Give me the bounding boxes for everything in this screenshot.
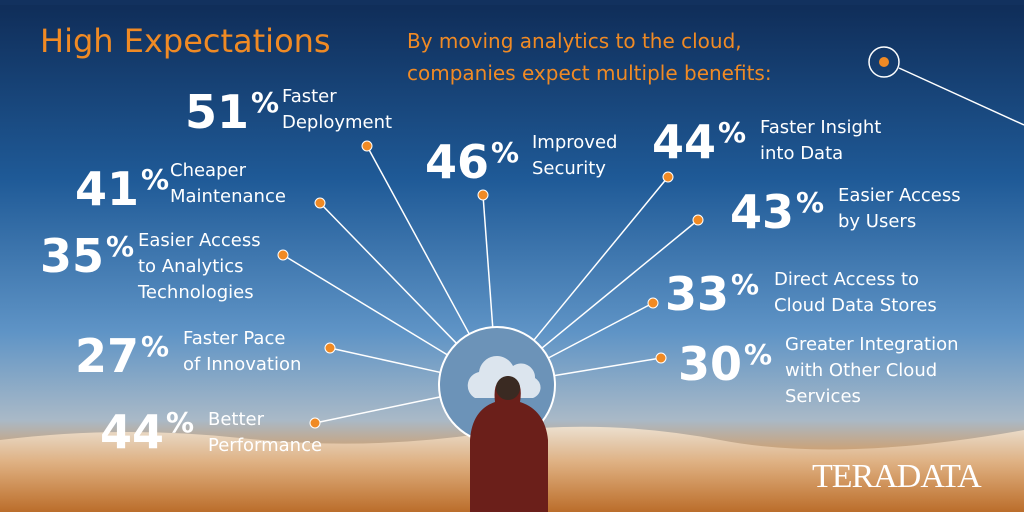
spoke (329, 347, 441, 374)
subtitle-line: By moving analytics to the cloud, (407, 29, 742, 53)
subtitle-line: companies expect multiple benefits: (407, 61, 772, 85)
spoke (482, 194, 494, 328)
percent-sign: % (731, 268, 759, 301)
benefit-label: by Users (838, 211, 916, 232)
spoke-dot (647, 297, 659, 309)
title: High Expectations (40, 22, 331, 60)
center-circle (438, 326, 556, 512)
benefit-label: Performance (208, 435, 322, 456)
percent-value: 43 (730, 185, 794, 239)
percent-sign: % (796, 186, 824, 219)
benefit-label: Direct Access to (774, 269, 919, 290)
percent-sign: % (166, 406, 194, 439)
percent-value: 41 (75, 162, 139, 216)
spoke (314, 396, 441, 424)
percent-value: 51 (185, 85, 249, 139)
benefit-label: into Data (760, 143, 843, 164)
benefit-label: Easier Access (138, 230, 261, 251)
benefit-label: Faster (282, 86, 337, 107)
percent-value: 27 (75, 329, 139, 383)
top-bar (0, 0, 1024, 5)
benefit-label: of Innovation (183, 354, 301, 375)
benefit-label: Improved (532, 132, 617, 153)
percent-sign: % (718, 116, 746, 149)
percent-sign: % (251, 86, 279, 119)
spoke-dot (277, 249, 289, 261)
spoke (541, 219, 699, 349)
spoke (282, 254, 448, 356)
benefit-label: Cheaper (170, 160, 247, 181)
spoke-dot (314, 197, 326, 209)
percent-sign: % (491, 136, 519, 169)
percent-sign: % (141, 330, 169, 363)
percent-sign: % (141, 163, 169, 196)
spoke (366, 145, 470, 335)
spoke (533, 176, 669, 341)
spoke-dot (477, 189, 489, 201)
benefit-label: Maintenance (170, 186, 286, 207)
benefit-label: to Analytics (138, 256, 244, 277)
percent-sign: % (106, 230, 134, 263)
benefit-label: Cloud Data Stores (774, 295, 937, 316)
percent-sign: % (744, 338, 772, 371)
benefit-label: Better (208, 409, 265, 430)
percent-value: 44 (100, 405, 164, 459)
spoke (319, 202, 458, 344)
benefit-label: Deployment (282, 112, 392, 133)
benefit-label: with Other Cloud (785, 360, 937, 381)
percent-value: 33 (665, 267, 729, 321)
spoke-dot (324, 342, 336, 354)
percent-value: 46 (425, 135, 489, 189)
top-right-decoration (868, 46, 1024, 126)
logo: TERADATA (812, 458, 982, 495)
percent-value: 35 (40, 229, 104, 283)
percent-value: 44 (652, 115, 716, 169)
benefit-label: Greater Integration (785, 334, 959, 355)
benefit-label: Faster Pace (183, 328, 285, 349)
spoke-dot (309, 417, 321, 429)
spoke-dot (361, 140, 373, 152)
spoke-dot (662, 171, 674, 183)
benefit-label: Faster Insight (760, 117, 881, 138)
spoke-dot (692, 214, 704, 226)
benefit-label: Technologies (137, 282, 254, 303)
spoke-dot (655, 352, 667, 364)
benefit-label: Security (532, 158, 606, 179)
spoke (547, 302, 654, 359)
benefit-label: Services (785, 386, 861, 407)
benefit-label: Easier Access (838, 185, 961, 206)
percent-value: 30 (678, 337, 742, 391)
spoke (554, 357, 662, 377)
